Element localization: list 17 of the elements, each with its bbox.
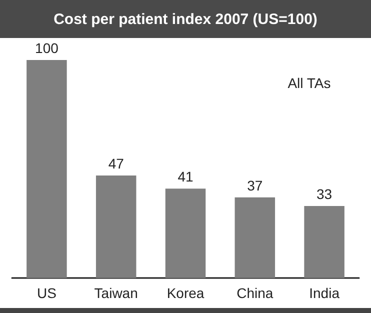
- x-tick-label: US: [36, 285, 56, 301]
- x-tick-label: India: [309, 285, 340, 301]
- bar: [96, 176, 136, 278]
- data-label: 47: [108, 156, 124, 172]
- bar: [165, 188, 206, 278]
- bar: [304, 206, 344, 278]
- x-tick-label: Taiwan: [94, 285, 138, 301]
- bar: [234, 197, 276, 278]
- bar: [26, 60, 67, 278]
- data-label: 33: [316, 186, 332, 202]
- annotation: All TAs: [288, 75, 331, 91]
- data-label: 100: [35, 40, 59, 56]
- data-label: 41: [178, 168, 194, 185]
- x-tick-label: China: [236, 285, 274, 301]
- chart-title: Cost per patient index 2007 (US=100): [0, 0, 371, 38]
- data-label: 37: [247, 177, 263, 194]
- x-tick-label: Korea: [166, 285, 204, 301]
